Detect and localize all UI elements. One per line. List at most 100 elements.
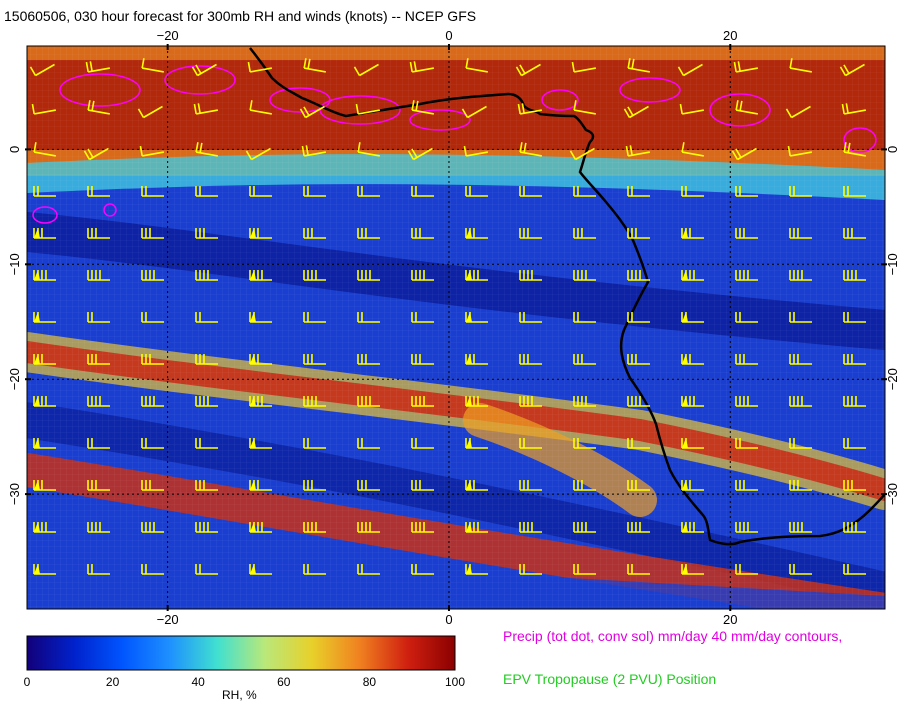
lon-label-top: 20	[723, 28, 737, 43]
wind-barb	[33, 396, 56, 407]
wind-barb	[573, 312, 596, 323]
legend-epv-tropopause: EPV Tropopause (2 PVU) Position	[503, 671, 717, 687]
lat-label-left: −30	[7, 483, 22, 505]
wind-barb	[843, 522, 866, 533]
wind-barb	[249, 228, 272, 239]
wind-barb	[735, 522, 758, 533]
precip-contour-1	[164, 65, 236, 95]
lat-lon-gridlines	[27, 46, 885, 609]
wind-barb	[353, 63, 379, 77]
wind-barb	[519, 438, 542, 449]
wind-barb	[137, 105, 163, 119]
wind-barb	[303, 564, 326, 575]
wind-barb	[141, 58, 164, 73]
wind-barb	[573, 480, 596, 491]
wind-barb	[87, 186, 110, 197]
wind-barb	[33, 312, 56, 323]
wind-barb	[843, 186, 866, 197]
wind-barb	[249, 438, 272, 449]
wind-barb	[681, 564, 704, 575]
wind-barb	[33, 186, 56, 197]
wind-barb	[627, 480, 650, 491]
wind-barb	[357, 186, 380, 197]
wind-barb	[573, 564, 596, 575]
wind-barb	[195, 564, 218, 575]
wind-barb	[681, 228, 704, 239]
wind-barb	[249, 480, 272, 491]
wind-barb	[87, 312, 110, 323]
wind-barb	[735, 354, 758, 365]
wind-barb	[303, 396, 326, 407]
colorbar-tick-label: 80	[362, 675, 377, 689]
wind-barb	[519, 564, 542, 575]
precip-contour-4	[409, 109, 471, 131]
wind-barb	[571, 61, 596, 73]
wind-barb	[141, 564, 164, 575]
lon-label-top: 0	[445, 28, 452, 43]
wind-barb	[357, 312, 380, 323]
wind-barb	[87, 480, 110, 491]
wind-barb	[843, 354, 866, 365]
map-frame	[26, 45, 886, 610]
wind-barb	[573, 186, 596, 197]
wind-barb	[357, 480, 380, 491]
wind-barb	[303, 58, 326, 73]
wind-barb	[519, 354, 542, 365]
wind-barb	[735, 480, 758, 491]
wind-barb	[465, 186, 488, 197]
wind-barb	[141, 270, 164, 281]
wind-barb	[681, 396, 704, 407]
wind-barb	[789, 354, 812, 365]
wind-barb	[681, 186, 704, 197]
wind-barbs	[29, 58, 866, 575]
wind-barb	[843, 396, 866, 407]
wind-barb	[411, 522, 434, 533]
wind-barb	[195, 480, 218, 491]
colorbar-tick-label: 40	[191, 675, 205, 689]
wind-barb	[465, 312, 488, 323]
wind-barb	[519, 480, 542, 491]
wind-barb	[573, 522, 596, 533]
wind-barb	[411, 438, 434, 449]
wind-barb	[573, 396, 596, 407]
wind-barb	[247, 61, 272, 73]
wind-barb	[735, 564, 758, 575]
wind-barb	[465, 438, 488, 449]
wind-barb	[249, 270, 272, 281]
wind-barb	[31, 103, 56, 115]
wind-barb	[411, 396, 434, 407]
wind-barb	[411, 100, 434, 115]
wind-barb	[303, 312, 326, 323]
map-title: 15060506, 030 hour forecast for 300mb RH…	[4, 8, 477, 24]
wind-barb	[789, 522, 812, 533]
colorbar	[26, 635, 456, 671]
wind-barb	[843, 438, 866, 449]
wind-barb	[573, 270, 596, 281]
wind-barb	[789, 438, 812, 449]
wind-barb	[465, 480, 488, 491]
wind-barb	[195, 228, 218, 239]
wind-barb	[141, 522, 164, 533]
wind-barb	[519, 396, 542, 407]
wind-barb	[301, 145, 326, 157]
wind-barb	[681, 438, 704, 449]
lat-label-right: −10	[885, 253, 900, 275]
wind-barb	[681, 522, 704, 533]
wind-barb	[569, 147, 595, 161]
wind-barb	[303, 270, 326, 281]
wind-barb	[195, 354, 218, 365]
wind-barb	[461, 105, 487, 119]
wind-barb	[83, 147, 109, 161]
lon-label-bottom: 20	[723, 612, 737, 627]
wind-barb	[519, 228, 542, 239]
wind-barb	[303, 480, 326, 491]
wind-barb	[33, 354, 56, 365]
precip-contour-0	[59, 73, 141, 107]
wind-barb	[679, 103, 704, 115]
lat-label-left: −10	[7, 253, 22, 275]
wind-barb	[463, 145, 488, 157]
legend-precip: Precip (tot dot, conv sol) mm/day 40 mm/…	[503, 628, 843, 644]
wind-barb	[249, 522, 272, 533]
frame-ticks	[25, 44, 887, 611]
wind-barb	[33, 480, 56, 491]
